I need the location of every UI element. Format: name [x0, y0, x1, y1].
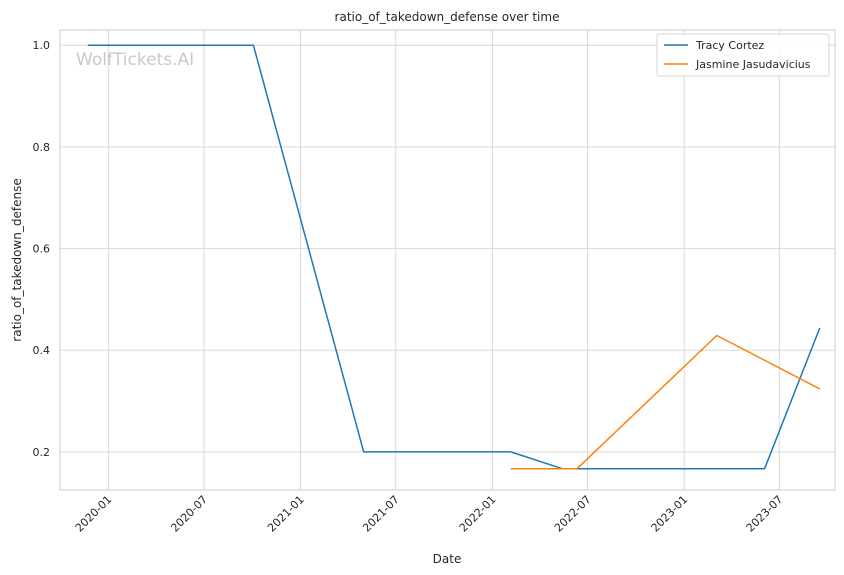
y-tick-label: 0.6	[33, 243, 51, 256]
legend-label: Tracy Cortez	[695, 39, 764, 52]
y-axis-label: ratio_of_takedown_defense	[10, 178, 24, 341]
series-line-1	[510, 334, 821, 470]
watermark: WolfTickets.AI	[76, 50, 194, 70]
y-tick-label: 0.2	[33, 446, 51, 459]
x-axis-label: Date	[433, 552, 462, 566]
plot-frame	[59, 29, 836, 491]
series-layer	[87, 44, 821, 470]
series-line-0	[87, 44, 821, 470]
y-tick-label: 1.0	[33, 39, 51, 52]
y-tick-label: 0.8	[33, 141, 51, 154]
legend-label: Jasmine Jasudavicius	[695, 58, 811, 71]
legend: Tracy Cortez Jasmine Jasudavicius	[656, 33, 830, 77]
y-tick-label: 0.4	[33, 344, 51, 357]
legend-box	[656, 33, 830, 77]
chart-title: ratio_of_takedown_defense over time	[335, 10, 560, 24]
